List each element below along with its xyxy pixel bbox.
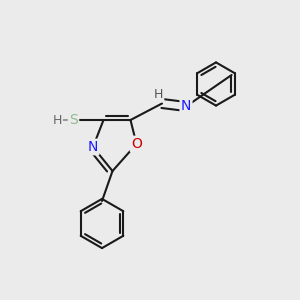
Text: N: N xyxy=(181,100,191,113)
Text: S: S xyxy=(69,113,78,127)
Text: N: N xyxy=(88,140,98,154)
Text: H: H xyxy=(52,113,62,127)
Text: O: O xyxy=(131,137,142,151)
Text: H: H xyxy=(154,88,163,101)
